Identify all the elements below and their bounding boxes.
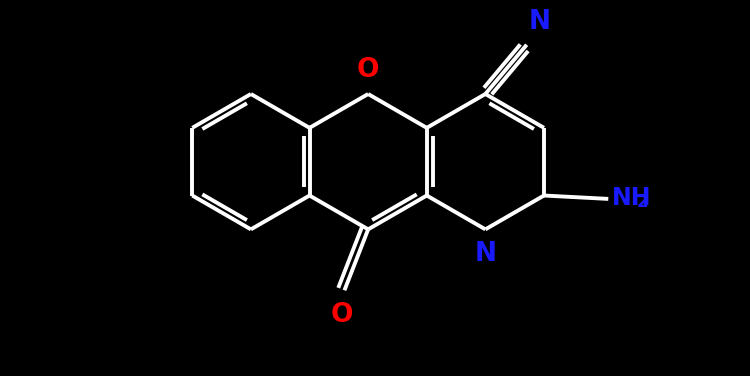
Text: N: N	[529, 9, 550, 35]
Text: N: N	[474, 241, 496, 267]
Text: NH: NH	[612, 186, 652, 210]
Text: 2: 2	[637, 193, 648, 211]
Text: O: O	[357, 58, 380, 83]
Text: O: O	[330, 302, 352, 327]
